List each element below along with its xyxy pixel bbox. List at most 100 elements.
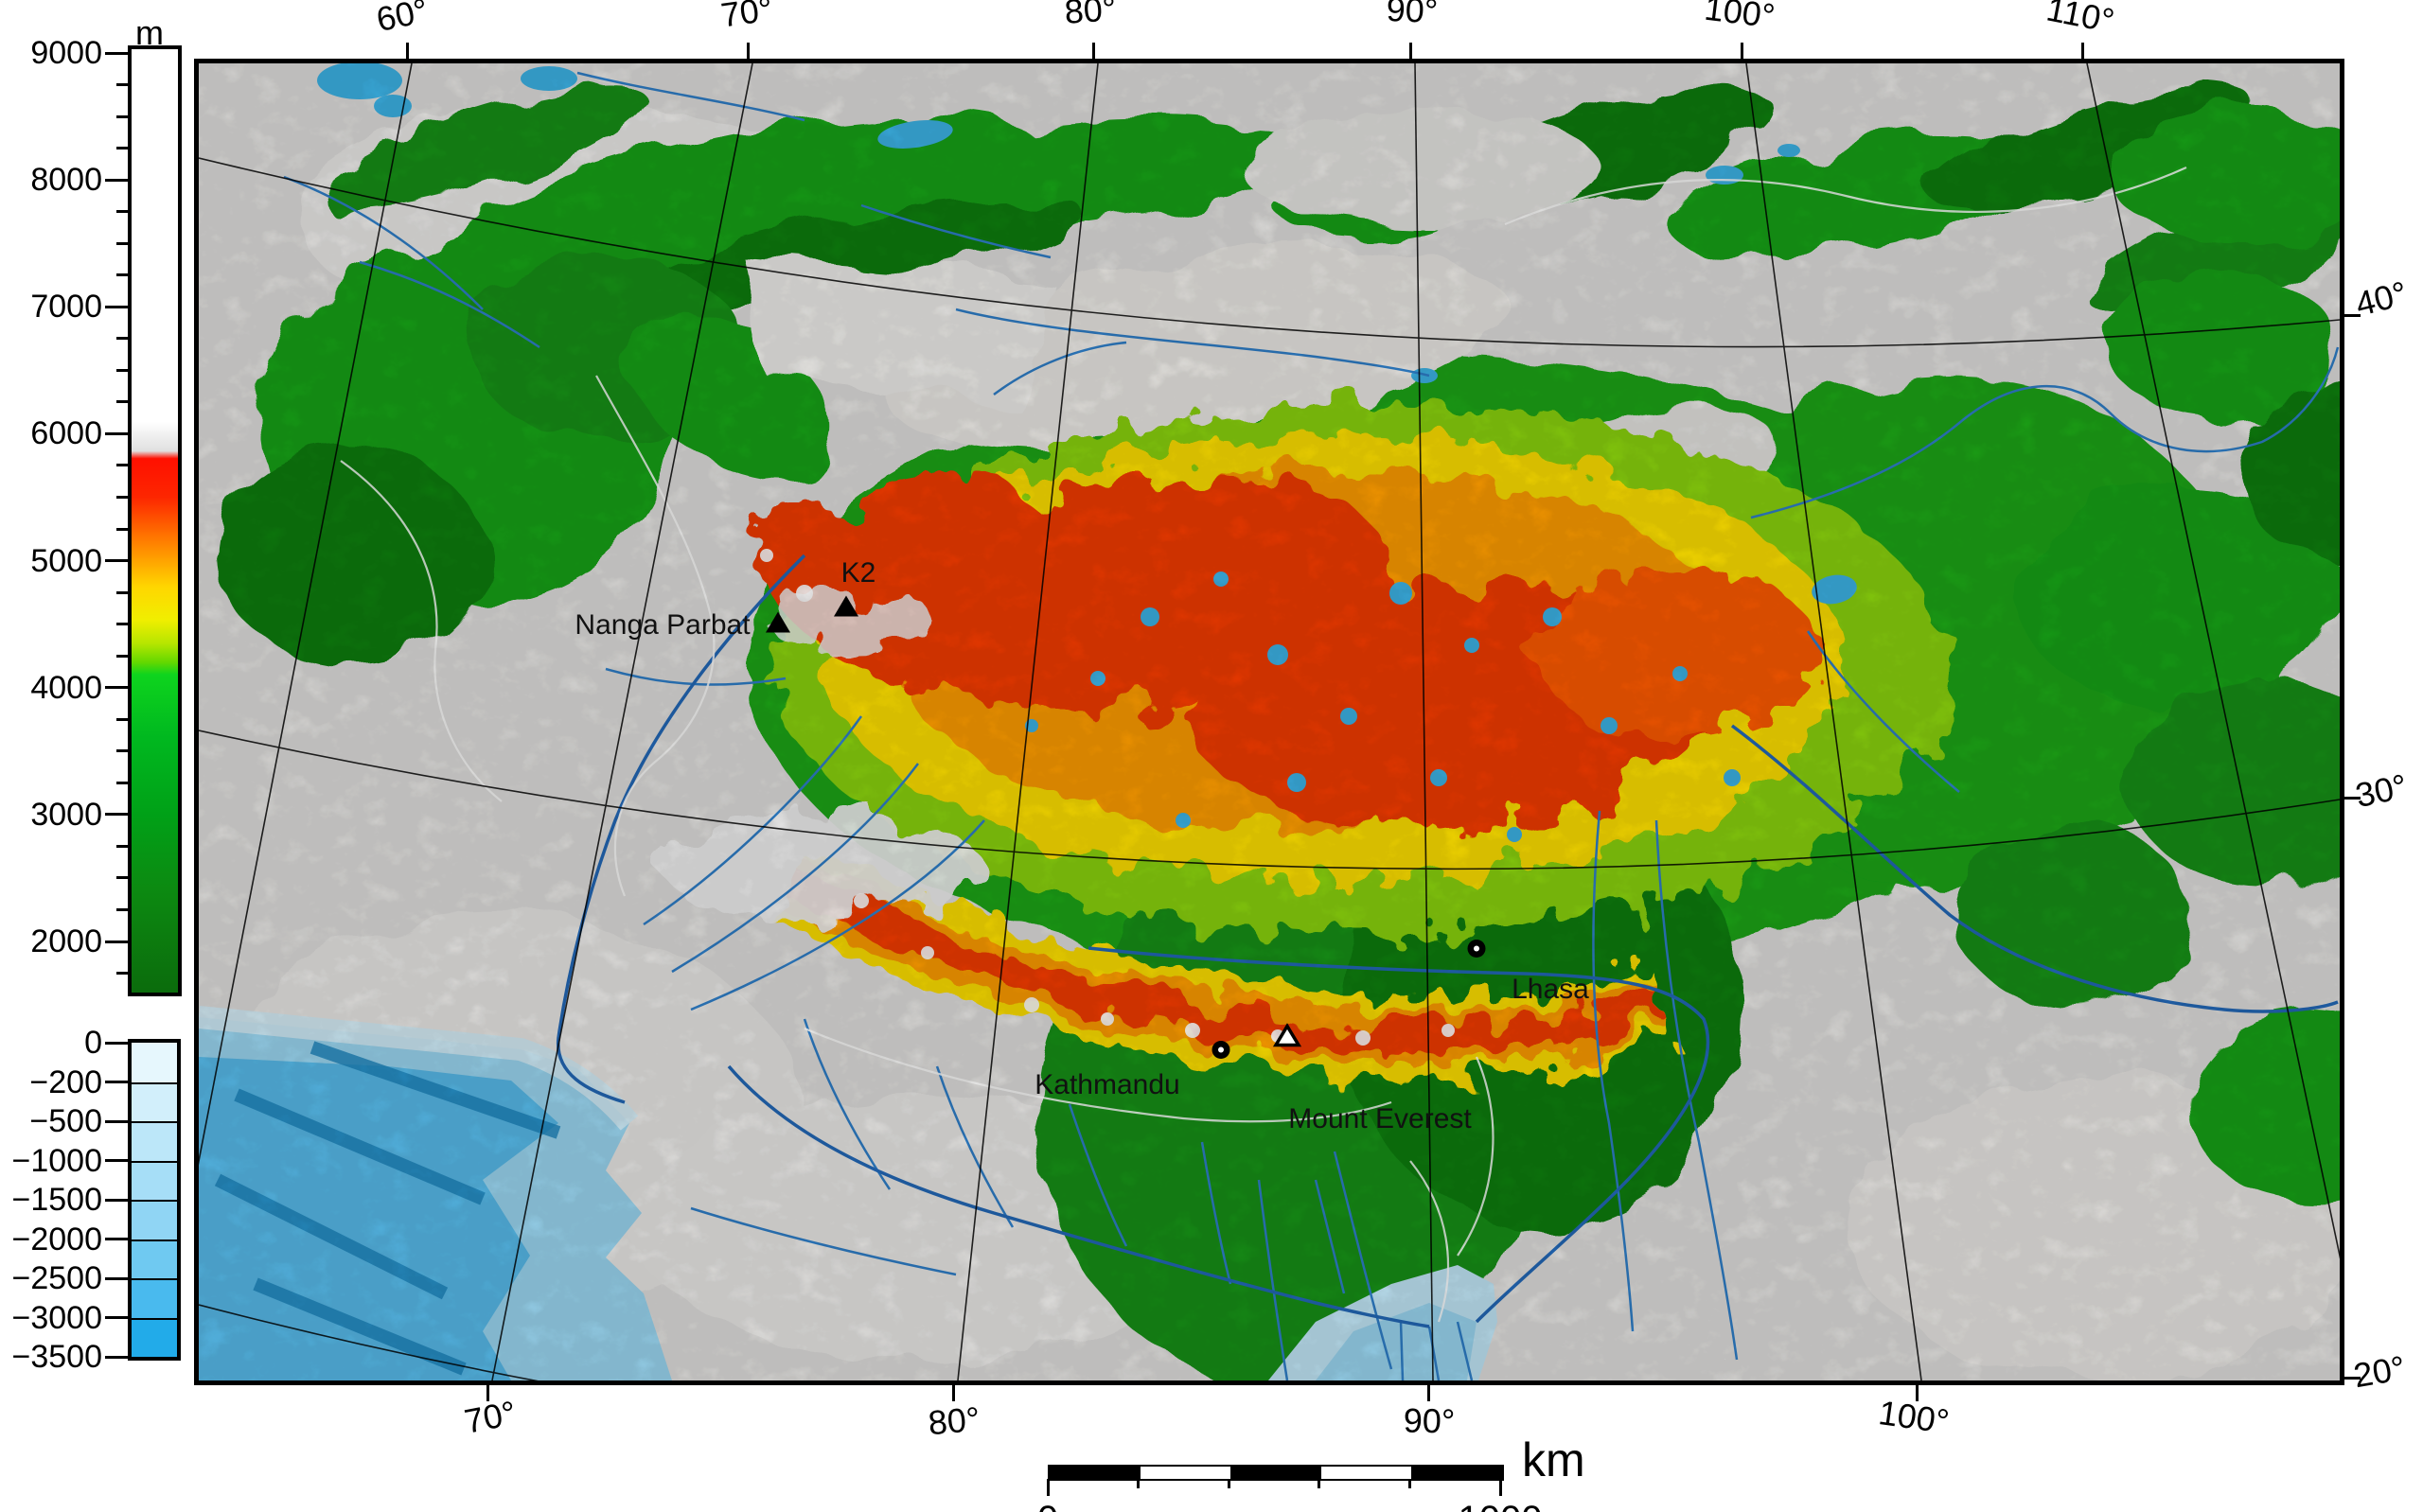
elevation-minor-tick xyxy=(116,844,128,848)
graticule-tick-top xyxy=(1408,43,1412,59)
bathymetry-bin xyxy=(132,1200,177,1239)
elevation-tick-label: 9000 xyxy=(30,35,102,71)
place-label: K2 xyxy=(840,557,876,589)
scalebar-tick xyxy=(1137,1479,1141,1488)
elevation-minor-tick xyxy=(116,496,128,499)
elevation-minor-tick xyxy=(116,83,128,87)
place-label: Lhasa xyxy=(1512,974,1589,1005)
elevation-major-tick xyxy=(105,51,128,55)
elevation-minor-tick xyxy=(116,876,128,880)
scalebar-tick xyxy=(1407,1479,1411,1488)
elevation-tick-label: 8000 xyxy=(30,162,102,199)
graticule-tick-top xyxy=(746,43,750,59)
bathymetry-tick-label: −1500 xyxy=(11,1182,103,1218)
elevation-major-tick xyxy=(105,559,128,563)
circle-dot-marker xyxy=(1464,937,1489,966)
scalebar-tick xyxy=(1498,1479,1502,1496)
bathymetry-bin xyxy=(132,1121,177,1161)
bathymetry-tick-label: −200 xyxy=(29,1064,102,1100)
graticule-tick-right xyxy=(2344,796,2361,800)
scalebar-segment xyxy=(1140,1467,1231,1479)
bathymetry-bin xyxy=(132,1160,177,1200)
bathymetry-bin xyxy=(132,1043,177,1082)
elevation-major-tick xyxy=(105,940,128,943)
scalebar-tick xyxy=(1046,1479,1050,1496)
bathymetry-bin xyxy=(132,1278,177,1318)
graticule-tick-bottom xyxy=(1915,1385,1919,1401)
elevation-tick-label: 3000 xyxy=(30,796,102,833)
elevation-major-tick xyxy=(105,686,128,690)
place-label: Mount Everest xyxy=(1288,1103,1472,1134)
circle-dot-marker xyxy=(1209,1038,1233,1067)
triangle-filled-marker xyxy=(764,610,792,640)
graticule-tick-right xyxy=(2344,1376,2361,1380)
bathymetry-tick xyxy=(105,1198,128,1202)
place-label: Kathmandu xyxy=(1035,1069,1180,1100)
graticule-tick-bottom xyxy=(1426,1385,1430,1401)
elevation-minor-tick xyxy=(116,527,128,531)
bathymetry-tick xyxy=(105,1316,128,1319)
elevation-minor-tick xyxy=(116,114,128,118)
scalebar-start-label: 0 xyxy=(1037,1501,1058,1512)
scalebar-segment xyxy=(1230,1467,1321,1479)
elevation-minor-tick xyxy=(116,907,128,911)
bathymetry-tick-label: 0 xyxy=(84,1025,102,1061)
graticule-tick-top xyxy=(1091,43,1095,59)
triangle-open-marker xyxy=(1272,1023,1302,1053)
longitude-label-bottom: 70° xyxy=(461,1393,520,1441)
longitude-label-bottom: 90° xyxy=(1403,1400,1456,1441)
scalebar-tick xyxy=(1318,1479,1321,1488)
scalebar-tick xyxy=(1227,1479,1230,1488)
graticule-tick-top xyxy=(2080,43,2084,59)
elevation-major-tick xyxy=(105,813,128,817)
elevation-tick-label: 6000 xyxy=(30,415,102,452)
longitude-label-top: 90° xyxy=(1386,0,1439,30)
elevation-tick-label: 7000 xyxy=(30,289,102,325)
longitude-label-top: 100° xyxy=(1702,0,1777,36)
bathymetry-tick-label: −3500 xyxy=(11,1339,103,1375)
latitude-label-right: 20° xyxy=(2350,1347,2409,1396)
elevation-tick-label: 5000 xyxy=(30,542,102,579)
longitude-label-top: 80° xyxy=(1063,0,1118,31)
bathymetry-bin xyxy=(132,1317,177,1357)
graticule-tick-top xyxy=(1740,43,1743,59)
graticule-tick-bottom xyxy=(486,1385,489,1401)
place-label: Nanga Parbat xyxy=(575,609,751,641)
elevation-minor-tick xyxy=(116,749,128,753)
elevation-minor-tick xyxy=(116,654,128,658)
elevation-minor-tick xyxy=(116,147,128,150)
hillshade-texture xyxy=(199,63,2340,1380)
latitude-label-right: 40° xyxy=(2351,273,2412,324)
scalebar-segment xyxy=(1320,1467,1412,1479)
elevation-minor-tick xyxy=(116,717,128,721)
bathymetry-tick-label: −2000 xyxy=(11,1221,103,1257)
map-frame xyxy=(194,59,2344,1385)
bathymetry-tick xyxy=(105,1238,128,1240)
bathymetry-tick xyxy=(105,1159,128,1162)
longitude-label-top: 60° xyxy=(373,0,432,40)
bathymetry-tick-label: −2500 xyxy=(11,1260,103,1296)
elevation-gradient xyxy=(132,49,178,993)
elevation-minor-tick xyxy=(116,241,128,245)
elevation-minor-tick xyxy=(116,273,128,277)
bathymetry-tick xyxy=(105,1355,128,1359)
bathymetry-tick xyxy=(105,1081,128,1083)
scalebar-end-label: 1000 xyxy=(1459,1501,1543,1512)
bathymetry-tick xyxy=(105,1041,128,1045)
elevation-major-tick xyxy=(105,431,128,435)
scalebar-segment xyxy=(1411,1467,1502,1479)
bathymetry-tick-label: −1000 xyxy=(11,1142,103,1179)
elevation-minor-tick xyxy=(116,400,128,404)
elevation-tick-label: 2000 xyxy=(30,923,102,959)
elevation-minor-tick xyxy=(116,590,128,594)
elevation-minor-tick xyxy=(116,623,128,626)
elevation-major-tick xyxy=(105,178,128,182)
bathymetry-bin xyxy=(132,1239,177,1278)
elevation-colorbar xyxy=(128,45,182,996)
map-scalebar xyxy=(1048,1465,1504,1481)
bathymetry-tick-label: −500 xyxy=(29,1103,102,1139)
bathymetry-tick xyxy=(105,1119,128,1123)
longitude-label-bottom: 100° xyxy=(1876,1393,1952,1441)
